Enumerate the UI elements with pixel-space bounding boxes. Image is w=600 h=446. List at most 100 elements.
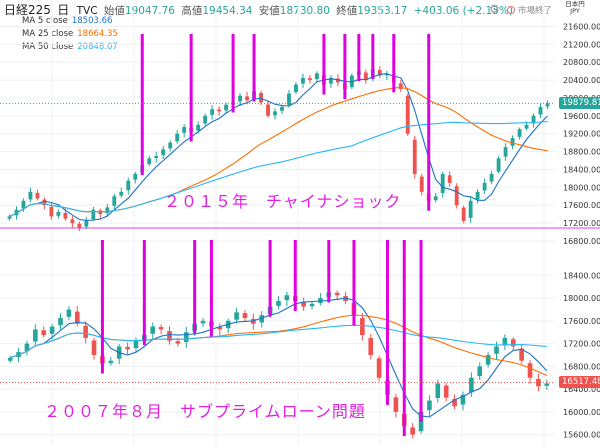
candle-body: [70, 219, 75, 224]
candle-body: [42, 199, 47, 206]
gear-icon[interactable]: ⚙: [489, 2, 500, 16]
candle-body: [328, 77, 333, 84]
candle-body: [168, 142, 173, 149]
candle-body: [126, 180, 131, 191]
tick-label: 19600.00: [563, 112, 600, 121]
candle-body: [182, 127, 187, 133]
candle-body: [435, 383, 441, 398]
candle-body: [210, 109, 215, 115]
candle-body: [259, 92, 263, 103]
tick-label: 18000.00: [563, 294, 600, 303]
candle-body: [301, 301, 306, 307]
chart-2015: [0, 34, 555, 232]
candle-body: [266, 104, 270, 116]
candle-body: [158, 326, 164, 330]
candle-body: [242, 313, 248, 319]
tick-label: 16000.00: [563, 408, 600, 417]
candle-body: [334, 292, 340, 296]
candle-body: [49, 206, 54, 217]
candle-body: [154, 156, 159, 158]
legend-value: 20848.07: [77, 42, 118, 52]
candle-body: [524, 124, 529, 129]
legend-label: MA 50 close: [22, 42, 74, 52]
candle-body: [35, 192, 40, 199]
candle-body: [461, 207, 466, 221]
candle-body: [234, 312, 239, 320]
symbol-name[interactable]: 日経225: [4, 3, 51, 17]
candle-body: [217, 109, 222, 112]
candle-body: [245, 96, 249, 101]
candle-body: [427, 400, 432, 411]
tick-label: 18400.00: [563, 271, 600, 280]
candle-body: [33, 329, 38, 342]
candle-body: [360, 318, 365, 336]
candle-body: [510, 339, 516, 347]
candle-body: [469, 377, 474, 393]
candle-body: [335, 78, 340, 83]
tick-label: 16400.00: [563, 385, 600, 394]
tick-label: 16800.00: [563, 237, 600, 246]
candle-body: [475, 191, 480, 200]
tick-label: 16800.00: [563, 362, 600, 371]
candle-body: [125, 346, 130, 350]
candle-body: [315, 73, 319, 80]
close-value: 19353.17: [357, 5, 408, 17]
tick-label: 17600.00: [563, 317, 600, 326]
legend-ma50[interactable]: MA 50 close 20848.07: [22, 42, 118, 52]
candle-body: [468, 200, 473, 218]
candle-body: [393, 397, 399, 412]
ma-line-50: [10, 324, 547, 359]
tick-label: 18400.00: [563, 165, 600, 174]
candle-body: [161, 149, 166, 156]
annotation-2015: ２０１５年 チャイナショック: [164, 192, 402, 211]
close-label: 終値: [336, 5, 358, 17]
interval[interactable]: 日: [57, 3, 70, 17]
candle-body: [133, 173, 138, 180]
candle-body: [276, 300, 281, 306]
change-value: +403.06 (+2.13%): [413, 5, 513, 17]
candle-body: [460, 394, 466, 405]
candle-body: [91, 340, 97, 355]
legend-ma5[interactable]: MA 5 close 18503.66: [22, 16, 112, 26]
candle-body: [398, 83, 403, 90]
legend-ma25[interactable]: MA 25 close 18664.35: [22, 29, 118, 39]
candle-body: [309, 303, 315, 307]
candle-body: [224, 104, 229, 111]
candle-body: [28, 191, 33, 200]
ma-line-5: [10, 297, 548, 418]
candle-body: [21, 200, 26, 209]
candle-body: [150, 326, 156, 334]
candle-body: [452, 398, 457, 407]
legend-label: MA 5 close: [22, 16, 68, 26]
candle-body: [538, 106, 543, 115]
source: TVC: [76, 5, 98, 17]
candle-body: [119, 191, 124, 196]
candle-body: [147, 158, 152, 165]
candle-body: [477, 366, 483, 377]
legend-value: 18503.66: [71, 16, 113, 26]
candle-body: [412, 139, 417, 174]
tick-label: 18000.00: [563, 183, 600, 192]
candle-body: [58, 318, 63, 326]
candle-body: [368, 338, 374, 355]
candle-body: [77, 223, 82, 228]
candle-body: [91, 209, 96, 220]
candle-body: [519, 348, 524, 361]
last-price-tag-top: 19879.81: [559, 97, 600, 110]
market-status-text: 市場終了: [517, 6, 552, 16]
candle-body: [443, 385, 449, 398]
candle-body: [7, 357, 13, 361]
candle-body: [49, 326, 55, 334]
symbol-header: 日経225 日 TVC 始値19047.76 高値19454.34 安値1873…: [4, 1, 513, 18]
candle-body: [376, 358, 382, 378]
tick-label: 19200.00: [563, 130, 600, 139]
candle-body: [196, 124, 201, 131]
market-closed-icon: [506, 6, 515, 14]
currency-badge[interactable]: 日本円 JPY: [560, 1, 590, 15]
candle-body: [544, 383, 550, 386]
last-price-tag-bottom: 16517.48: [559, 376, 600, 389]
candle-body: [238, 95, 242, 102]
low-value: 18730.80: [279, 5, 330, 17]
